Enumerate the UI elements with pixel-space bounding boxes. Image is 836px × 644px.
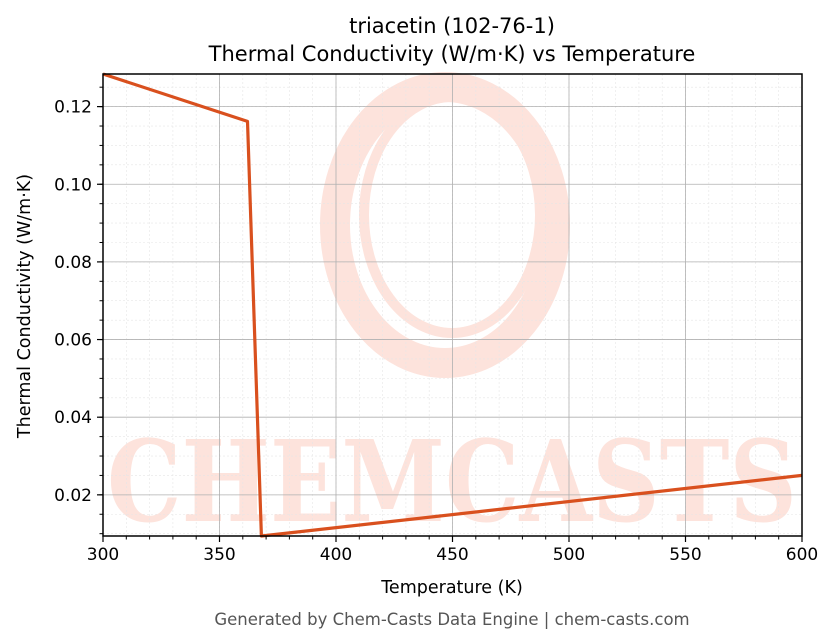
y-tick-label: 0.10	[54, 175, 92, 195]
x-tick-label: 550	[669, 545, 701, 565]
x-tick-label: 400	[320, 545, 352, 565]
axis-ticks: 300 350 400 450 500 550 600 0.02 0.04 0.06 0.08 0.1…	[54, 86, 818, 565]
watermark-logo-swirl	[320, 72, 570, 378]
y-tick-label: 0.04	[54, 408, 92, 428]
x-axis-label: Temperature (K)	[380, 578, 523, 598]
chart-subtitle: Thermal Conductivity (W/m·K) vs Temperat…	[208, 42, 696, 66]
x-tick-label: 300	[87, 545, 119, 565]
chart-title: triacetin (102-76-1)	[349, 14, 555, 38]
x-tick-label: 500	[553, 545, 585, 565]
series-layer	[102, 72, 803, 538]
y-tick-label: 0.06	[54, 331, 92, 351]
y-tick-label: 0.08	[54, 253, 92, 273]
series-line-1	[102, 72, 803, 538]
x-tick-label: 450	[436, 545, 468, 565]
watermark-text: CHEMCASTS	[107, 417, 797, 548]
x-tick-label: 350	[203, 545, 235, 565]
watermark: CHEMCASTS	[107, 72, 797, 548]
y-tick-label: 0.12	[54, 98, 92, 118]
x-tick-label: 600	[786, 545, 818, 565]
y-axis-label: Thermal Conductivity (W/m·K)	[15, 174, 35, 439]
footer-credit: Generated by Chem-Casts Data Engine | ch…	[214, 610, 689, 629]
y-tick-label: 0.02	[54, 486, 92, 506]
